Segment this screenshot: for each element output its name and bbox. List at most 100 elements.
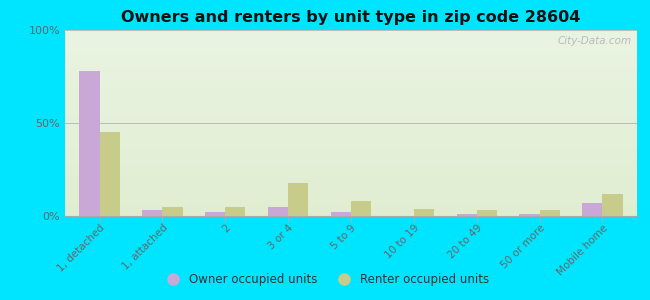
Legend: Owner occupied units, Renter occupied units: Owner occupied units, Renter occupied un… (156, 269, 494, 291)
Bar (268, 207, 288, 216)
Bar (65, 89, 637, 92)
Bar (65, 106, 637, 108)
Bar (476, 210, 497, 216)
Bar (582, 203, 603, 216)
Bar (65, 164, 637, 166)
Bar (65, 67, 637, 69)
Bar (65, 76, 637, 78)
Bar (65, 47, 637, 49)
Bar (65, 110, 637, 112)
Bar (65, 69, 637, 71)
Bar (65, 149, 637, 151)
Bar (414, 208, 434, 216)
Bar (65, 207, 637, 208)
Bar (65, 84, 637, 86)
Bar (65, 34, 637, 36)
Bar (65, 22, 637, 24)
Bar (65, 132, 637, 134)
Bar (65, 43, 637, 45)
Bar (456, 214, 476, 216)
Bar (226, 207, 246, 216)
Bar (65, 142, 637, 143)
Bar (351, 201, 371, 216)
Bar (65, 6, 637, 8)
Bar (65, 78, 637, 80)
Bar (65, 4, 637, 6)
Bar (65, 38, 637, 39)
Bar (65, 92, 637, 93)
Bar (65, 169, 637, 171)
Bar (205, 212, 226, 216)
Bar (65, 73, 637, 75)
Bar (65, 130, 637, 132)
Bar (65, 8, 637, 10)
Bar (65, 116, 637, 117)
Bar (65, 179, 637, 181)
Bar (65, 125, 637, 127)
Bar (65, 177, 637, 179)
Bar (162, 207, 183, 216)
Bar (65, 112, 637, 114)
Bar (65, 101, 637, 103)
Bar (65, 181, 637, 182)
Bar (65, 82, 637, 84)
Bar (65, 2, 637, 4)
Bar (65, 60, 637, 61)
Bar (65, 175, 637, 177)
Bar (65, 162, 637, 164)
Bar (288, 182, 308, 216)
Bar (65, 75, 637, 76)
Bar (65, 99, 637, 101)
Bar (65, 197, 637, 199)
Bar (65, 201, 637, 203)
Bar (65, 30, 637, 32)
Bar (65, 17, 637, 19)
Bar (65, 151, 637, 153)
Bar (65, 199, 637, 201)
Bar (65, 95, 637, 97)
Bar (79, 71, 99, 216)
Bar (65, 194, 637, 196)
Bar (65, 136, 637, 138)
Bar (65, 188, 637, 190)
Bar (65, 158, 637, 160)
Bar (65, 129, 637, 130)
Bar (65, 36, 637, 38)
Bar (142, 210, 162, 216)
Bar (65, 208, 637, 210)
Bar (65, 86, 637, 88)
Bar (65, 143, 637, 145)
Bar (65, 21, 637, 22)
Text: City-Data.com: City-Data.com (557, 36, 631, 46)
Bar (99, 132, 120, 216)
Bar (65, 103, 637, 104)
Bar (65, 186, 637, 188)
Bar (65, 157, 637, 158)
Bar (65, 64, 637, 65)
Bar (65, 196, 637, 197)
Bar (65, 203, 637, 205)
Bar (65, 214, 637, 216)
Bar (65, 45, 637, 47)
Bar (65, 54, 637, 56)
Bar (65, 119, 637, 121)
Bar (65, 58, 637, 60)
Bar (65, 173, 637, 175)
Bar (65, 0, 637, 2)
Bar (65, 32, 637, 34)
Title: Owners and renters by unit type in zip code 28604: Owners and renters by unit type in zip c… (122, 10, 580, 25)
Bar (65, 121, 637, 123)
Bar (65, 50, 637, 52)
Bar (65, 166, 637, 168)
Bar (65, 154, 637, 157)
Bar (65, 145, 637, 147)
Bar (65, 104, 637, 106)
Bar (519, 214, 540, 216)
Bar (65, 127, 637, 129)
Bar (65, 138, 637, 140)
Bar (65, 108, 637, 110)
Bar (65, 15, 637, 17)
Bar (65, 160, 637, 162)
Bar (603, 194, 623, 216)
Bar (65, 13, 637, 15)
